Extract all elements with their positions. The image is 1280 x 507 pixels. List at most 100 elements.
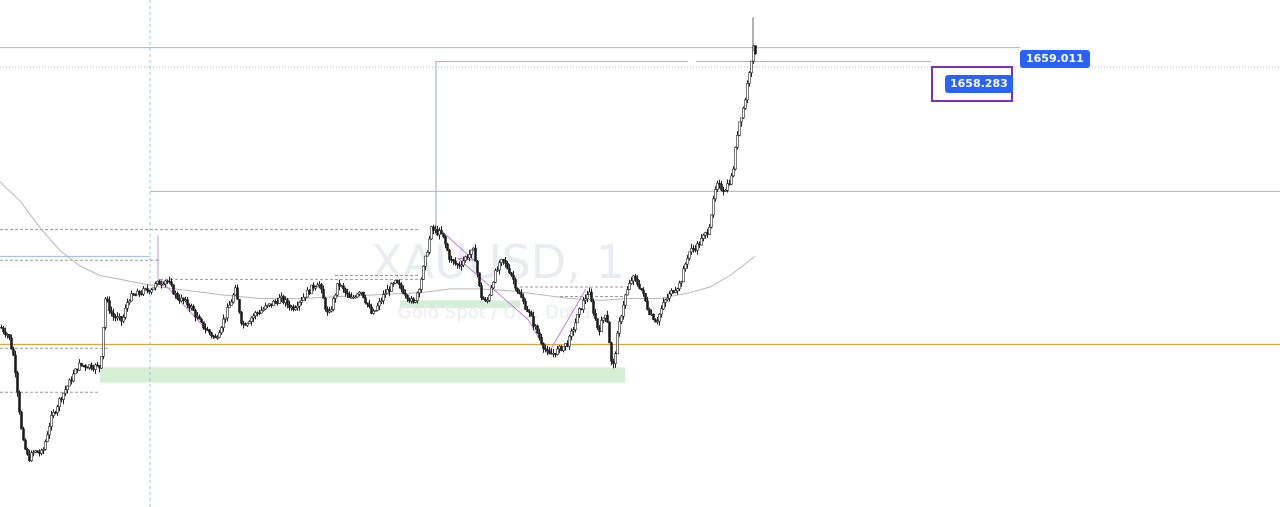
candle-body [254,312,257,317]
candle-body [266,304,269,307]
candle-body [130,293,133,302]
upper-price-label[interactable]: 1659.011 [1020,50,1090,68]
candle-body [576,313,579,324]
candle-body [338,283,341,287]
candle-body [738,121,741,136]
candle [404,289,407,299]
candle-body [72,373,75,382]
candle [244,322,247,326]
candle-body [224,317,227,320]
candle [740,117,743,127]
candle [626,285,629,296]
candle-body [326,308,329,313]
candle-body [194,310,197,318]
candle [154,281,157,291]
candlestick-series [0,17,757,462]
candle-body [20,411,23,430]
candle-body [414,300,417,303]
candle [164,279,167,288]
zone-demand-mid [400,300,520,309]
candle [616,330,619,355]
candle [454,257,457,266]
candle-body [76,368,79,371]
candle-body [660,308,663,315]
candle-body [18,392,21,413]
candle [344,287,347,297]
candle [148,289,151,295]
candle-body [44,441,47,450]
candle-body [214,335,217,338]
candle [392,281,395,287]
candle-body [556,348,559,355]
candle-body [708,226,711,235]
candle-body [680,281,683,284]
candle-body [298,302,301,307]
candle [326,306,329,316]
candle-body [596,318,599,329]
candle-body [444,236,447,245]
candle [366,302,369,308]
candle [138,290,141,298]
candle-body [486,300,489,302]
candle [200,317,203,323]
candle [746,80,749,104]
candle-body [620,315,623,322]
candle [432,224,435,235]
candle-body [374,310,377,312]
candle-body [594,312,597,319]
candle [456,262,459,269]
candle-body [496,269,499,272]
candle [334,293,337,303]
candle [272,299,275,306]
candle [252,313,255,323]
candle-body [138,290,141,295]
candle [600,316,603,332]
candle-body [172,284,175,295]
candle-body [494,270,497,283]
candle [324,296,327,312]
candle [260,306,263,314]
candle-body [142,288,145,295]
candle [486,297,489,304]
candle-body [356,293,359,298]
demand-zones [100,300,625,383]
candle-body [184,299,187,302]
candle [186,296,189,308]
candle [748,71,751,87]
candle-body [226,307,229,319]
candle-body [156,280,159,284]
candle [264,302,267,311]
candle [158,279,161,285]
candle [608,321,611,344]
moving-average-line [0,181,756,301]
candle [428,235,431,255]
candle [142,285,145,297]
candle-body [470,249,473,255]
candle-body [240,311,243,324]
current-price-highlight[interactable]: 1658.283 [931,66,1013,102]
candle [192,304,195,311]
candle-body [730,175,733,185]
candle-body [402,288,405,294]
candle [316,282,319,288]
candle [194,308,197,322]
candle [296,301,299,311]
candle [92,364,95,372]
candle [180,294,183,303]
candle-body [474,247,477,262]
candle [156,280,159,286]
candle [514,277,517,291]
candle-body [198,316,201,320]
candle-body [174,293,177,295]
candle [682,265,685,283]
candle-body [506,262,509,269]
candle-body [618,321,621,334]
candle-body [656,320,659,323]
candle-body [396,280,399,284]
candle [668,291,671,302]
candle [498,260,501,275]
candle [510,271,513,277]
candle [414,300,417,304]
